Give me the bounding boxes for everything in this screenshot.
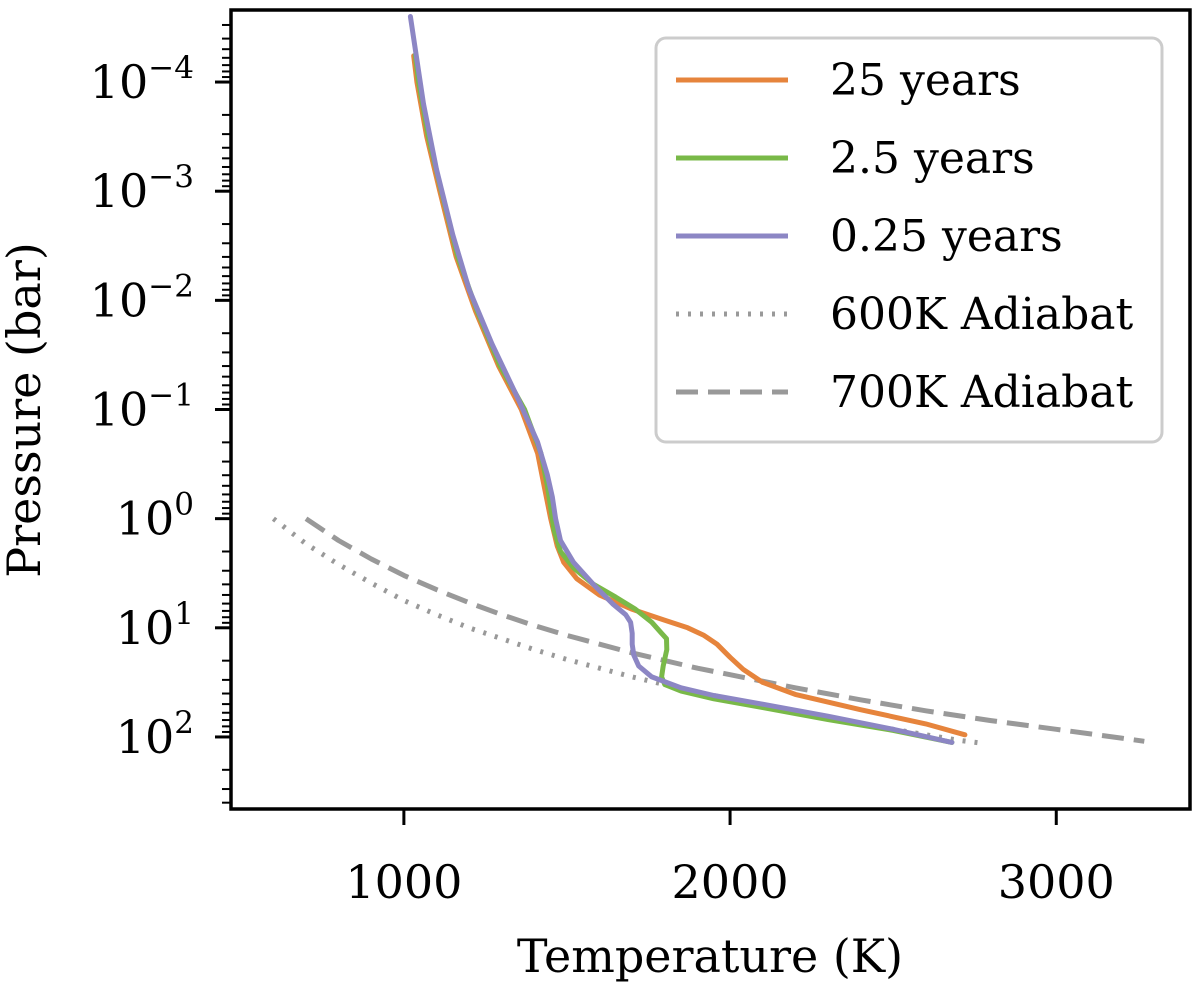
y-tick-label: 101 (116, 596, 194, 655)
legend-label: 25 years (830, 55, 1021, 106)
y-tick-label: 100 (116, 487, 194, 546)
axis-ticks (215, 80, 1058, 825)
legend-label: 600K Adiabat (830, 289, 1133, 340)
y-tick-label: 10−3 (90, 159, 194, 218)
plot-frame (229, 8, 1192, 811)
x-tick-label: 1000 (345, 855, 462, 909)
x-axis-label: Temperature (K) (517, 929, 903, 983)
y-tick-label: 102 (116, 705, 194, 764)
y-tick-label: 10−1 (90, 378, 194, 437)
legend-box (654, 36, 1164, 444)
x-tick-label: 3000 (998, 855, 1115, 909)
legend-label: 700K Adiabat (830, 367, 1133, 418)
legend: 25 years 2.5 years 0.25 years 600K Adiabat 7… (654, 36, 1164, 444)
y-tick-label: 10−2 (90, 268, 194, 327)
y-axis-label: Pressure (bar) (0, 242, 51, 578)
legend-label: 2.5 years (830, 133, 1035, 184)
legend-entries: 25 years 2.5 years 0.25 years 600K Adiabat 7… (676, 55, 1133, 418)
series-layer (271, 14, 1145, 746)
y-tick-label: 10−4 (90, 50, 194, 109)
series-line-0-25-years (407, 14, 955, 745)
x-tick-label: 2000 (672, 855, 789, 909)
legend-label: 0.25 years (830, 211, 1063, 262)
tick-labels: 10−4 10−3 10−2 10−1 100 101 102 1000 2000 3000 (90, 50, 1115, 909)
